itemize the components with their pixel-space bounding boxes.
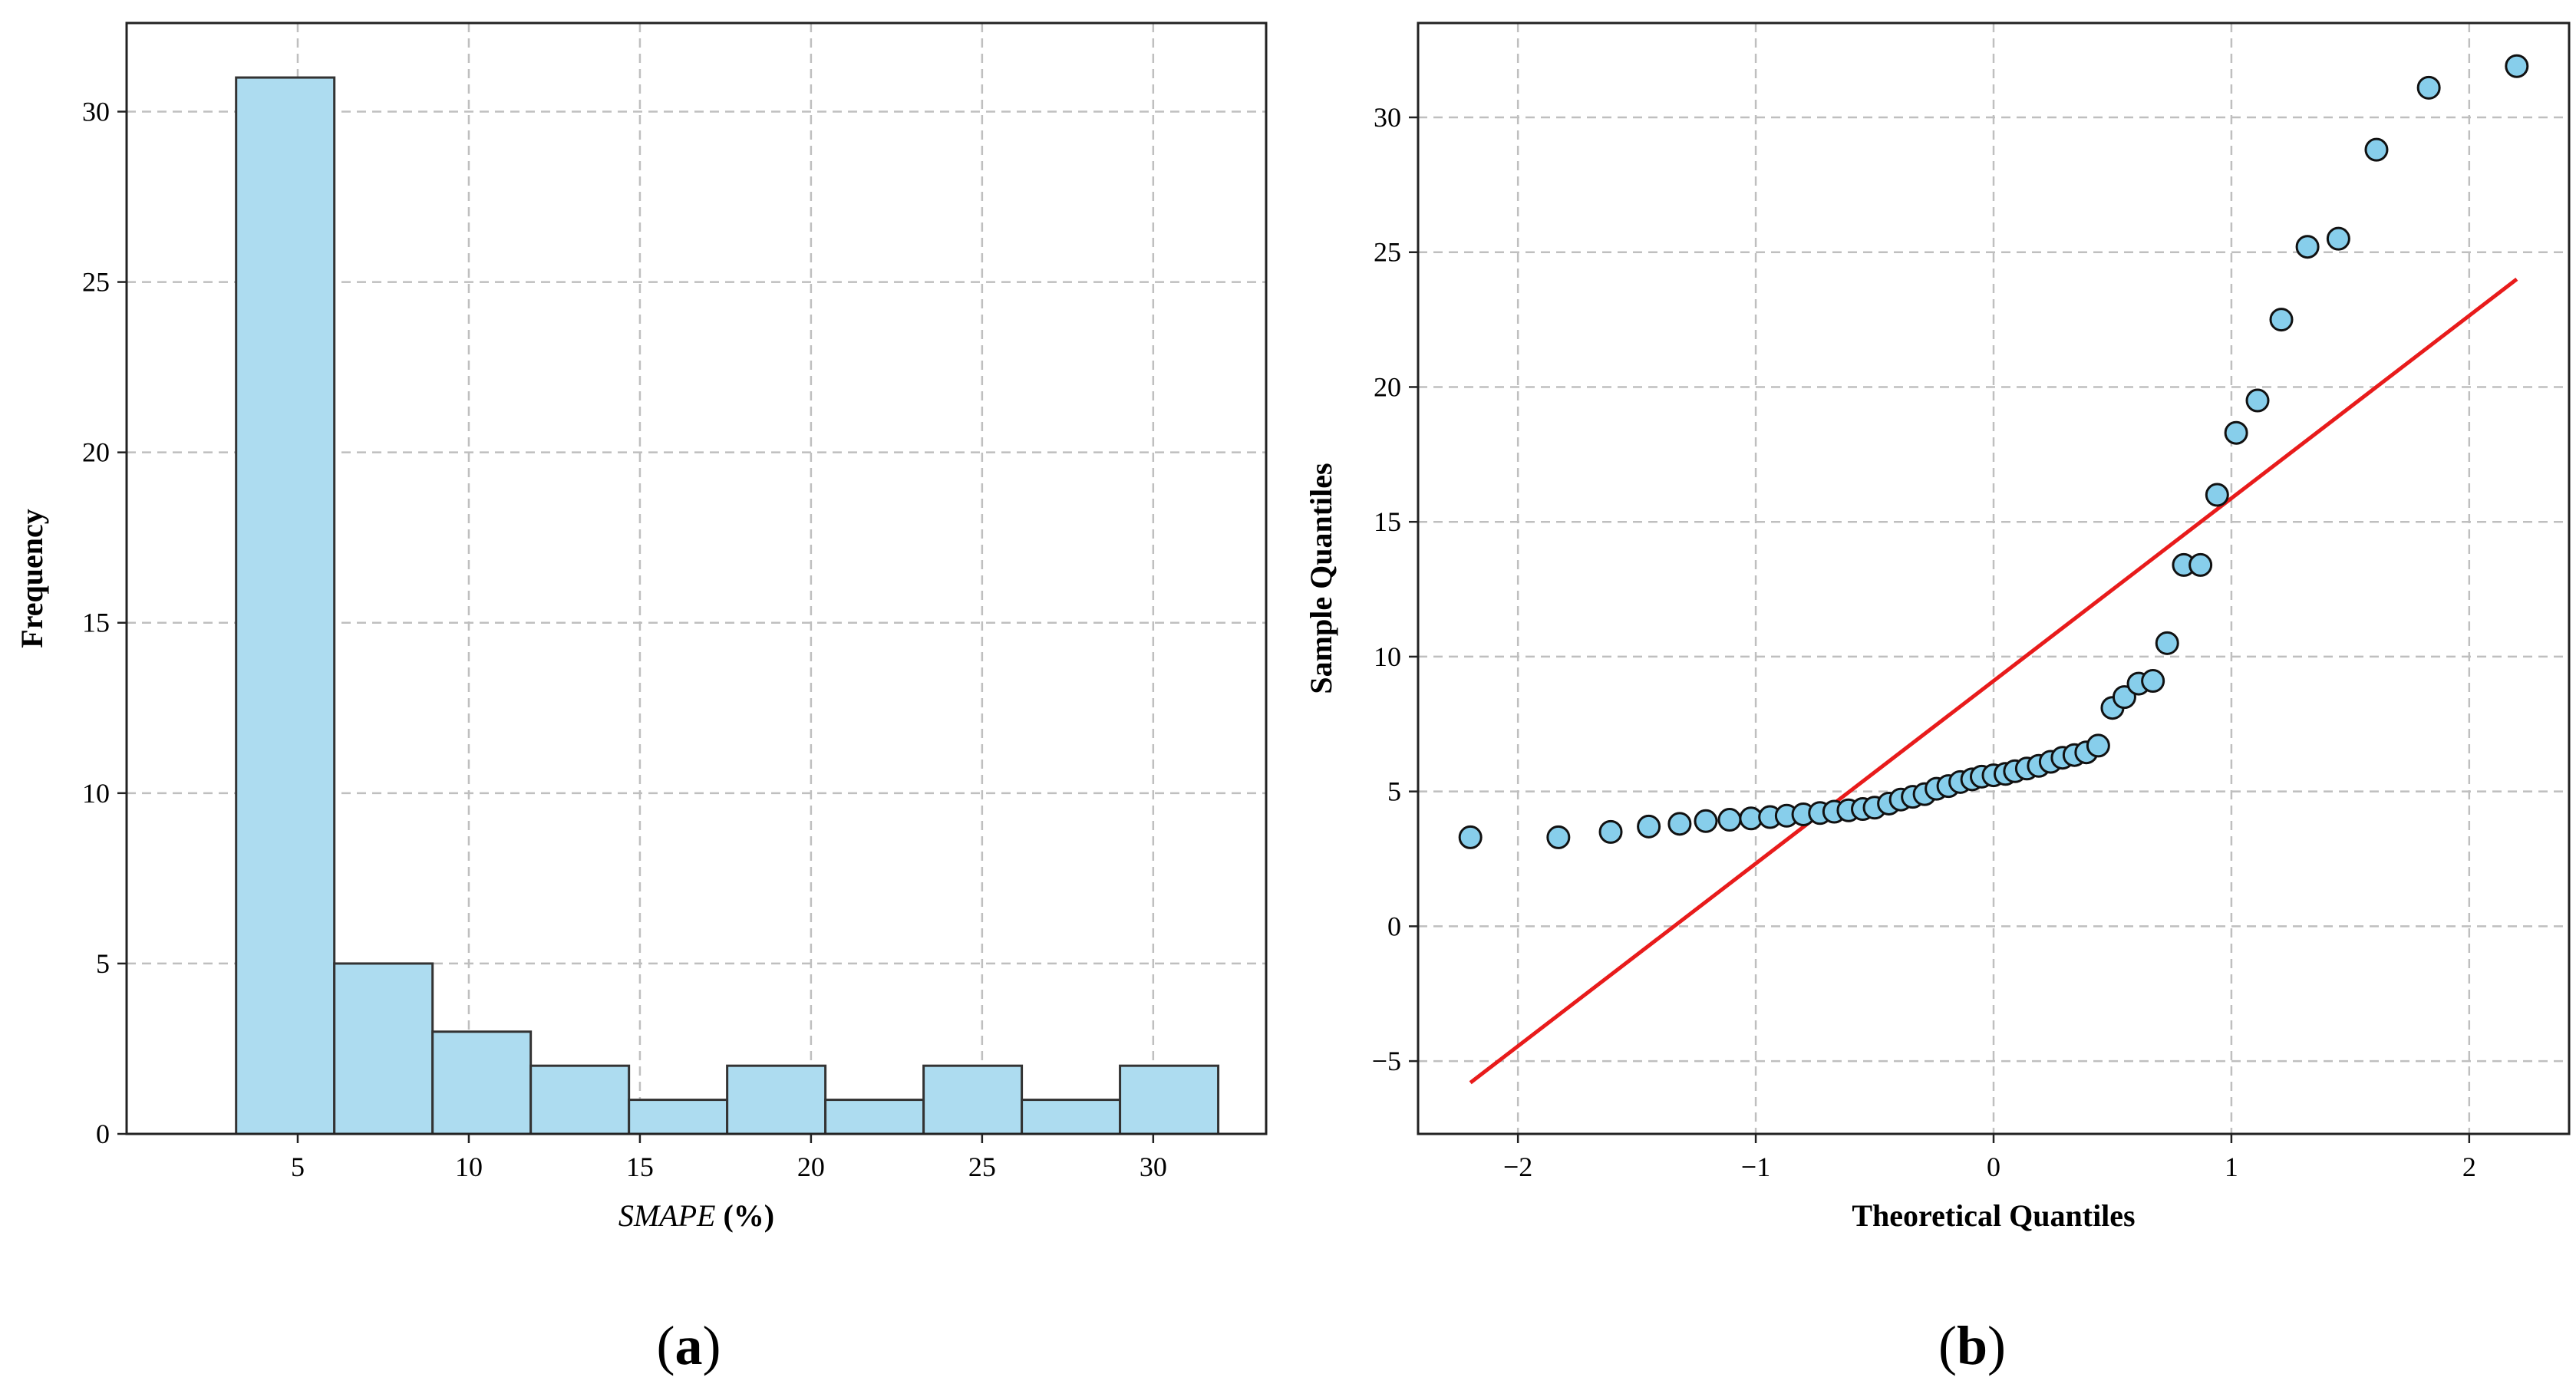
histogram-bar xyxy=(1021,1099,1122,1135)
a-x-tick-label: 30 xyxy=(1140,1152,1167,1182)
qq-reference-line xyxy=(1469,277,2518,1085)
histogram-bar xyxy=(1119,1064,1220,1135)
qq-point xyxy=(1598,819,1623,844)
qq-point xyxy=(1637,814,1661,839)
qq-point xyxy=(2155,631,2179,655)
a-y-tick-label: 5 xyxy=(96,948,110,979)
qq-point xyxy=(2295,235,2320,259)
histogram-bar xyxy=(235,76,336,1135)
qq-grid xyxy=(1418,23,2569,1134)
histogram-bar xyxy=(529,1064,631,1135)
histogram-x-axis-label-italic: SMAPE xyxy=(618,1198,716,1233)
b-x-tick-label: 2 xyxy=(2462,1152,2476,1182)
b-y-tick-label: 15 xyxy=(1374,506,1401,537)
b-y-tick-label: 10 xyxy=(1374,641,1401,672)
a-x-tick-label: 20 xyxy=(797,1152,825,1182)
a-x-tick-label: 10 xyxy=(455,1152,483,1182)
qq-point xyxy=(2188,552,2213,577)
qq-points xyxy=(1458,54,2529,849)
histogram-panel: 5 10 15 20 25 30 0 5 10 15 20 25 30 Frequency SMAPE … xyxy=(15,21,1268,1376)
a-y-tick-label: 30 xyxy=(82,96,110,127)
b-x-tick-label: −2 xyxy=(1503,1152,1532,1182)
qq-point xyxy=(2326,226,2350,251)
b-y-tick-label: 20 xyxy=(1374,371,1401,402)
histogram-axes-frame xyxy=(125,21,1268,1135)
panel-label-b: (b) xyxy=(1938,1315,2006,1376)
b-x-tick-label: 0 xyxy=(1987,1152,2000,1182)
a-y-tick-label: 0 xyxy=(96,1119,110,1149)
b-y-tick-label: 25 xyxy=(1374,237,1401,268)
b-x-tick-label: −1 xyxy=(1741,1152,1770,1182)
histogram-bars xyxy=(235,76,1220,1135)
qq-point xyxy=(1458,825,1483,849)
histogram-bar xyxy=(628,1099,729,1135)
qq-point xyxy=(1667,812,1692,836)
qq-point xyxy=(2505,54,2529,78)
qq-x-axis-label: Theoretical Quantiles xyxy=(1852,1198,2135,1233)
a-x-tick-label: 25 xyxy=(968,1152,996,1182)
qq-y-axis-label: Sample Quantiles xyxy=(1304,463,1338,694)
histogram-ticks: 5 10 15 20 25 30 0 5 10 15 20 25 30 xyxy=(82,96,1167,1182)
qq-point xyxy=(1694,809,1718,833)
qq-point xyxy=(2224,420,2248,445)
a-x-tick-label: 15 xyxy=(626,1152,654,1182)
a-x-tick-label: 5 xyxy=(291,1152,305,1182)
a-y-tick-label: 25 xyxy=(82,267,110,298)
panel-label-b-letter: b xyxy=(1957,1315,1987,1376)
qq-point xyxy=(2269,308,2294,332)
histogram-y-axis-label: Frequency xyxy=(15,509,49,648)
a-y-tick-label: 10 xyxy=(82,778,110,809)
qq-point xyxy=(1717,808,1742,832)
b-y-tick-label: 30 xyxy=(1374,102,1401,133)
b-y-tick-label: 0 xyxy=(1387,911,1401,941)
histogram-bar xyxy=(726,1064,827,1135)
panel-label-a: (a) xyxy=(657,1315,721,1376)
qq-point xyxy=(2416,75,2441,100)
panel-label-a-letter: a xyxy=(675,1315,703,1376)
panel-label-a-close: ) xyxy=(703,1315,721,1376)
histogram-x-axis-label-unit: (%) xyxy=(715,1198,774,1233)
b-y-tick-label: −5 xyxy=(1372,1046,1401,1076)
panel-label-b-close: ) xyxy=(1987,1315,2006,1376)
qq-point xyxy=(2141,669,2165,694)
qq-point xyxy=(2205,483,2229,507)
histogram-bar xyxy=(333,962,434,1135)
a-y-tick-label: 15 xyxy=(82,608,110,638)
qq-point xyxy=(2364,137,2389,162)
panel-label-a-open: ( xyxy=(657,1315,675,1376)
qq-point xyxy=(2112,685,2136,710)
panel-label-b-open: ( xyxy=(1938,1315,1957,1376)
histogram-x-axis-label: SMAPE (%) xyxy=(618,1198,774,1233)
qq-plot-panel: −2 −1 0 1 2 −5 0 5 10 15 20 25 30 Sample Quantiles T… xyxy=(1304,21,2571,1376)
qq-point xyxy=(1546,825,1571,849)
histogram-bar xyxy=(431,1030,533,1135)
qq-ticks: −2 −1 0 1 2 −5 0 5 10 15 20 25 30 xyxy=(1372,102,2476,1182)
qq-reference-line-group xyxy=(1469,277,2518,1085)
histogram-bar xyxy=(824,1099,925,1135)
b-x-tick-label: 1 xyxy=(2225,1152,2238,1182)
qq-point xyxy=(2086,733,2110,758)
qq-point xyxy=(2245,388,2270,413)
b-y-tick-label: 5 xyxy=(1387,776,1401,807)
a-y-tick-label: 20 xyxy=(82,437,110,468)
histogram-bar xyxy=(922,1064,1024,1135)
